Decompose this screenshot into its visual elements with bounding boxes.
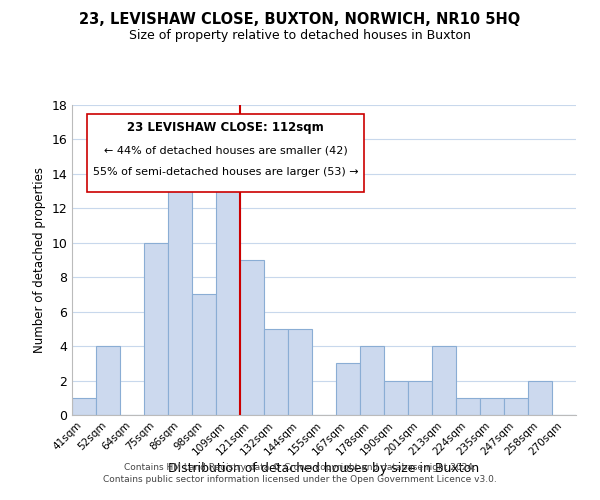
- Bar: [432, 346, 456, 415]
- Bar: [240, 260, 264, 415]
- Bar: [528, 380, 552, 415]
- Text: Contains public sector information licensed under the Open Government Licence v3: Contains public sector information licen…: [103, 475, 497, 484]
- Bar: [384, 380, 408, 415]
- Y-axis label: Number of detached properties: Number of detached properties: [33, 167, 46, 353]
- Bar: [480, 398, 504, 415]
- Text: Contains HM Land Registry data © Crown copyright and database right 2024.: Contains HM Land Registry data © Crown c…: [124, 462, 476, 471]
- Bar: [456, 398, 480, 415]
- Bar: [144, 243, 168, 415]
- Bar: [288, 329, 312, 415]
- Bar: [504, 398, 528, 415]
- Text: 23 LEVISHAW CLOSE: 112sqm: 23 LEVISHAW CLOSE: 112sqm: [127, 120, 324, 134]
- Text: Size of property relative to detached houses in Buxton: Size of property relative to detached ho…: [129, 29, 471, 42]
- Bar: [192, 294, 216, 415]
- Text: 23, LEVISHAW CLOSE, BUXTON, NORWICH, NR10 5HQ: 23, LEVISHAW CLOSE, BUXTON, NORWICH, NR1…: [79, 12, 521, 28]
- Bar: [216, 174, 240, 415]
- Bar: [168, 191, 192, 415]
- Bar: [96, 346, 120, 415]
- Bar: [336, 364, 360, 415]
- Bar: [72, 398, 96, 415]
- Bar: [264, 329, 288, 415]
- Text: ← 44% of detached houses are smaller (42): ← 44% of detached houses are smaller (42…: [104, 146, 347, 156]
- X-axis label: Distribution of detached houses by size in Buxton: Distribution of detached houses by size …: [169, 462, 479, 475]
- Text: 55% of semi-detached houses are larger (53) →: 55% of semi-detached houses are larger (…: [93, 167, 359, 177]
- Bar: [408, 380, 432, 415]
- FancyBboxPatch shape: [87, 114, 364, 192]
- Bar: [360, 346, 384, 415]
